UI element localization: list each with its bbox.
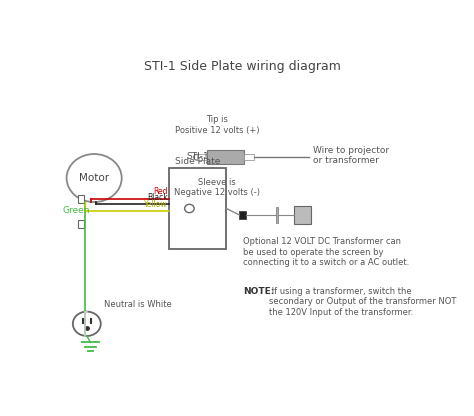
Text: Wire to projector
or transformer: Wire to projector or transformer — [313, 146, 389, 165]
Bar — [197, 154, 207, 160]
Text: Red: Red — [153, 187, 168, 196]
Bar — [207, 150, 244, 164]
Circle shape — [73, 312, 101, 336]
Bar — [169, 168, 227, 248]
Bar — [239, 211, 246, 219]
Bar — [276, 207, 278, 223]
Bar — [294, 206, 311, 224]
Text: Tip is
Positive 12 volts (+): Tip is Positive 12 volts (+) — [175, 115, 259, 135]
Text: Side Plate: Side Plate — [175, 157, 220, 166]
Circle shape — [194, 154, 201, 160]
Text: Sleeve is
Negative 12 volts (-): Sleeve is Negative 12 volts (-) — [174, 178, 260, 198]
Bar — [244, 154, 255, 160]
Bar — [78, 195, 84, 203]
Text: Black: Black — [147, 193, 168, 202]
Text: Neutral is White: Neutral is White — [104, 300, 172, 309]
Bar — [78, 220, 84, 228]
Text: Optional 12 VOLT DC Transformer can
be used to operate the screen by
connecting : Optional 12 VOLT DC Transformer can be u… — [243, 237, 409, 267]
Text: Motor: Motor — [79, 173, 109, 183]
Text: NOTE:: NOTE: — [243, 287, 274, 296]
Text: If using a transformer, switch the
secondary or Output of the transformer NOT
th: If using a transformer, switch the secon… — [269, 287, 457, 317]
Text: Yellow: Yellow — [144, 200, 168, 209]
Circle shape — [66, 154, 122, 202]
Text: Green: Green — [63, 206, 91, 215]
Text: STI-1 Side Plate wiring diagram: STI-1 Side Plate wiring diagram — [145, 59, 341, 72]
Text: STI-1: STI-1 — [187, 152, 210, 161]
